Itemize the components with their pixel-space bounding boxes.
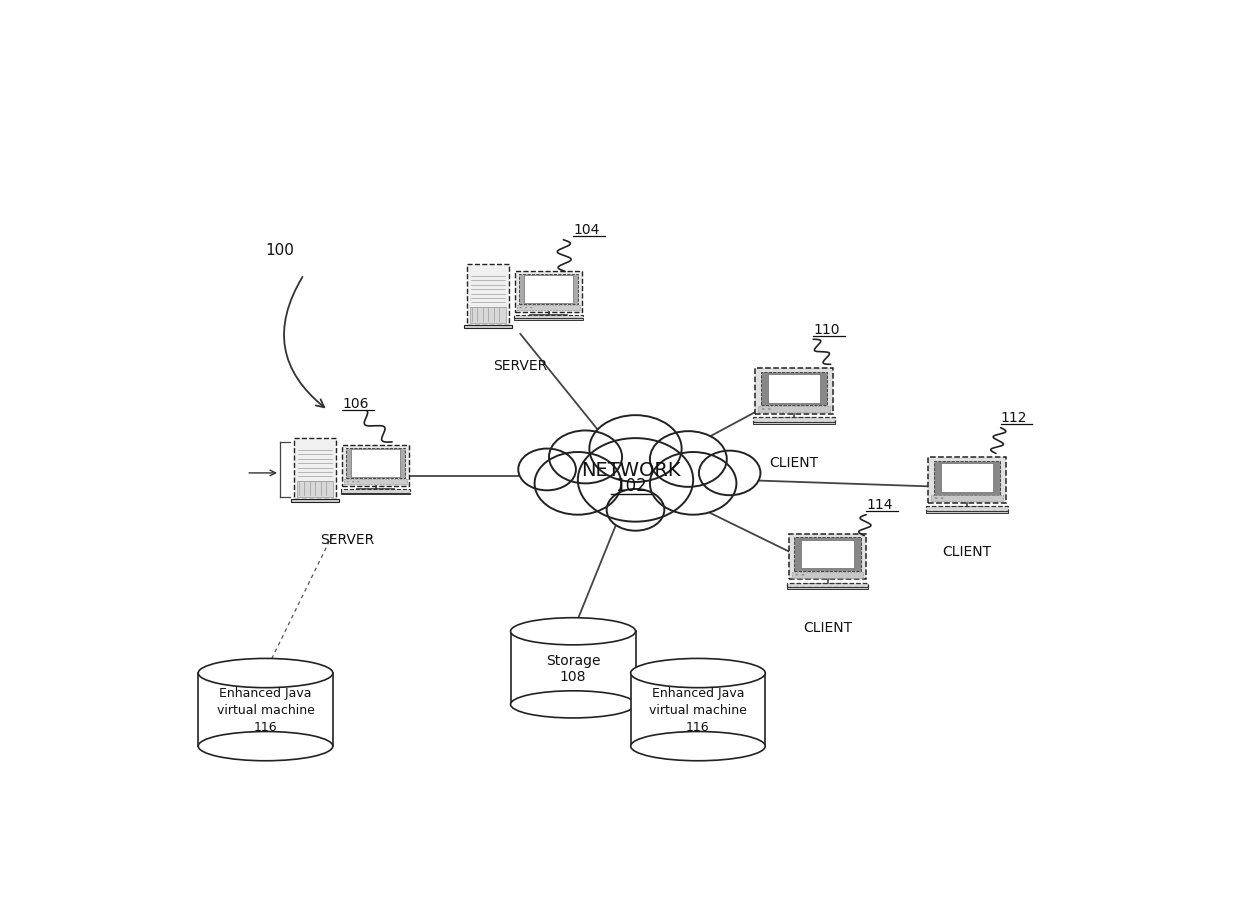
FancyBboxPatch shape (290, 499, 340, 503)
FancyBboxPatch shape (466, 265, 510, 326)
FancyBboxPatch shape (931, 496, 1003, 502)
Ellipse shape (650, 432, 727, 488)
FancyBboxPatch shape (761, 372, 827, 406)
Text: Enhanced Java
virtual machine
116: Enhanced Java virtual machine 116 (217, 686, 315, 733)
Text: CLIENT: CLIENT (804, 620, 852, 635)
Text: 102: 102 (615, 476, 646, 494)
Ellipse shape (525, 308, 527, 309)
FancyBboxPatch shape (296, 481, 334, 497)
Ellipse shape (534, 452, 621, 515)
Text: 112: 112 (1001, 411, 1027, 424)
FancyBboxPatch shape (754, 418, 835, 422)
FancyBboxPatch shape (511, 631, 635, 704)
Ellipse shape (511, 618, 636, 645)
FancyBboxPatch shape (801, 540, 854, 569)
FancyBboxPatch shape (926, 511, 1008, 513)
FancyBboxPatch shape (346, 449, 404, 479)
Ellipse shape (935, 498, 937, 499)
FancyBboxPatch shape (464, 326, 512, 329)
Ellipse shape (768, 409, 770, 410)
Text: SERVER: SERVER (494, 358, 547, 373)
Text: 110: 110 (813, 322, 839, 337)
Ellipse shape (631, 658, 765, 688)
FancyBboxPatch shape (787, 583, 868, 588)
FancyBboxPatch shape (516, 272, 582, 312)
Text: CLIENT: CLIENT (942, 545, 992, 558)
Ellipse shape (795, 574, 799, 576)
Text: CLIENT: CLIENT (770, 455, 818, 470)
FancyBboxPatch shape (198, 674, 332, 746)
Ellipse shape (699, 452, 760, 496)
Ellipse shape (347, 481, 348, 483)
Text: SERVER: SERVER (320, 533, 374, 546)
Ellipse shape (631, 731, 765, 761)
FancyBboxPatch shape (351, 450, 399, 478)
FancyBboxPatch shape (926, 507, 1008, 511)
Ellipse shape (589, 415, 682, 482)
Ellipse shape (198, 658, 332, 688)
Text: 100: 100 (265, 243, 294, 258)
FancyArrowPatch shape (249, 470, 275, 476)
FancyBboxPatch shape (294, 438, 336, 499)
Ellipse shape (801, 574, 805, 576)
Text: 106: 106 (342, 396, 368, 411)
Ellipse shape (531, 308, 532, 309)
FancyBboxPatch shape (929, 458, 1006, 503)
Ellipse shape (606, 489, 665, 531)
FancyBboxPatch shape (470, 308, 506, 323)
FancyBboxPatch shape (792, 572, 863, 578)
Ellipse shape (518, 449, 575, 491)
FancyBboxPatch shape (768, 375, 821, 404)
FancyBboxPatch shape (525, 276, 573, 303)
FancyBboxPatch shape (520, 275, 578, 305)
Ellipse shape (578, 439, 693, 522)
FancyBboxPatch shape (342, 446, 408, 486)
Text: Storage
108: Storage 108 (546, 653, 600, 684)
Ellipse shape (198, 731, 332, 761)
Ellipse shape (520, 308, 522, 309)
Ellipse shape (352, 481, 355, 483)
Text: NETWORK: NETWORK (582, 461, 681, 479)
FancyBboxPatch shape (345, 479, 407, 485)
Text: 114: 114 (866, 498, 893, 512)
FancyBboxPatch shape (759, 406, 830, 413)
FancyBboxPatch shape (941, 464, 993, 492)
FancyBboxPatch shape (934, 461, 1001, 495)
Ellipse shape (357, 481, 360, 483)
FancyBboxPatch shape (513, 315, 583, 319)
FancyBboxPatch shape (341, 493, 410, 495)
Ellipse shape (511, 691, 636, 718)
FancyBboxPatch shape (789, 535, 867, 580)
Text: 104: 104 (573, 223, 599, 237)
Ellipse shape (761, 409, 764, 410)
FancyBboxPatch shape (754, 422, 835, 424)
FancyBboxPatch shape (513, 319, 583, 321)
Ellipse shape (549, 431, 622, 484)
Text: Enhanced Java
virtual machine
116: Enhanced Java virtual machine 116 (649, 686, 746, 733)
FancyBboxPatch shape (517, 305, 579, 311)
FancyBboxPatch shape (787, 588, 868, 590)
Ellipse shape (650, 452, 737, 515)
FancyBboxPatch shape (755, 369, 833, 414)
Ellipse shape (941, 498, 944, 499)
FancyBboxPatch shape (631, 674, 765, 746)
FancyBboxPatch shape (341, 489, 410, 493)
FancyArrowPatch shape (284, 277, 324, 408)
FancyBboxPatch shape (795, 537, 861, 572)
